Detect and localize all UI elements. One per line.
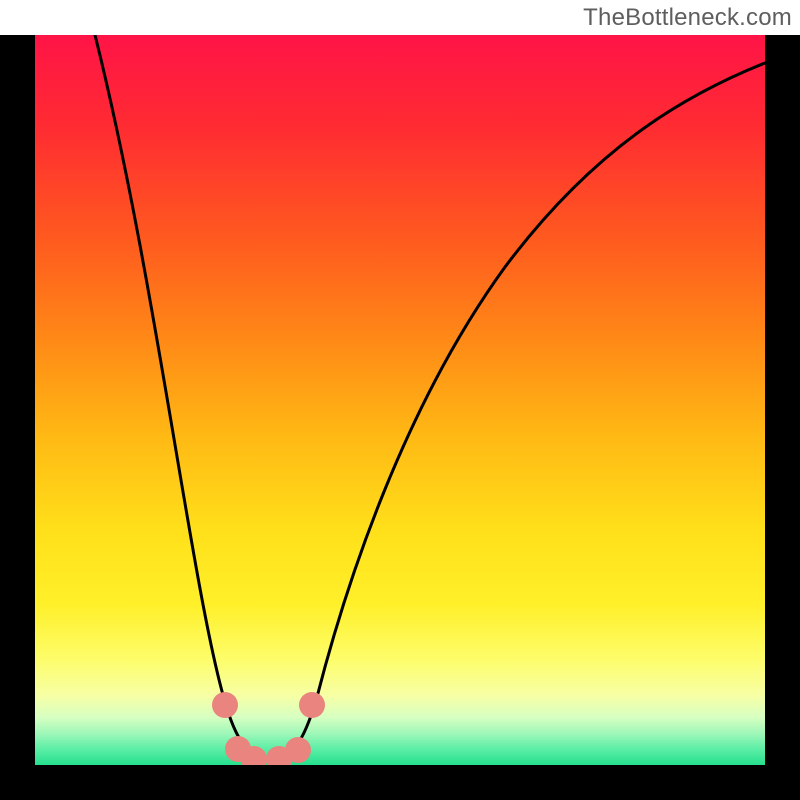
curve-marker xyxy=(285,737,311,763)
plot-background xyxy=(35,35,765,765)
chart-frame: TheBottleneck.com xyxy=(0,0,800,800)
curve-marker xyxy=(212,692,238,718)
curve-marker xyxy=(299,692,325,718)
plot-svg xyxy=(35,35,765,765)
plot-area xyxy=(35,35,765,765)
watermark-text: TheBottleneck.com xyxy=(583,4,792,32)
